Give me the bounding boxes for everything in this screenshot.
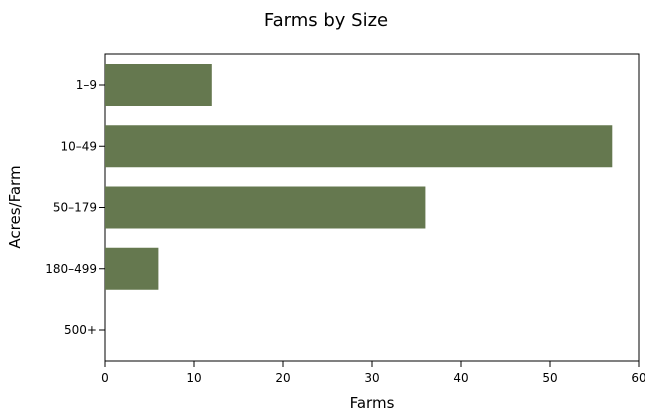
x-tick-label: 40 (453, 371, 468, 385)
bar-1 (105, 125, 613, 168)
bar-3 (105, 247, 159, 290)
x-tick-label: 0 (101, 371, 109, 385)
x-tick-label: 30 (364, 371, 379, 385)
y-axis: 1–9 10–49 50–179 180–499 500+ (45, 78, 105, 337)
y-tick-label: 1–9 (76, 78, 97, 92)
x-axis-title: Farms (350, 394, 395, 411)
x-tick-label: 10 (186, 371, 201, 385)
x-tick-label: 50 (542, 371, 557, 385)
y-tick-label: 50–179 (53, 201, 97, 215)
bars-group (105, 64, 613, 290)
y-tick-label: 500+ (64, 323, 97, 337)
x-axis: 0 10 20 30 40 50 60 (101, 361, 645, 385)
y-tick-label: 180–499 (45, 262, 97, 276)
bar-2 (105, 186, 426, 229)
y-axis-title: Acres/Farm (6, 165, 24, 248)
x-tick-label: 20 (275, 371, 290, 385)
x-tick-label: 60 (631, 371, 645, 385)
y-tick-label: 10–49 (60, 139, 97, 153)
chart-title: Farms by Size (264, 10, 388, 31)
bar-0 (105, 64, 212, 106)
